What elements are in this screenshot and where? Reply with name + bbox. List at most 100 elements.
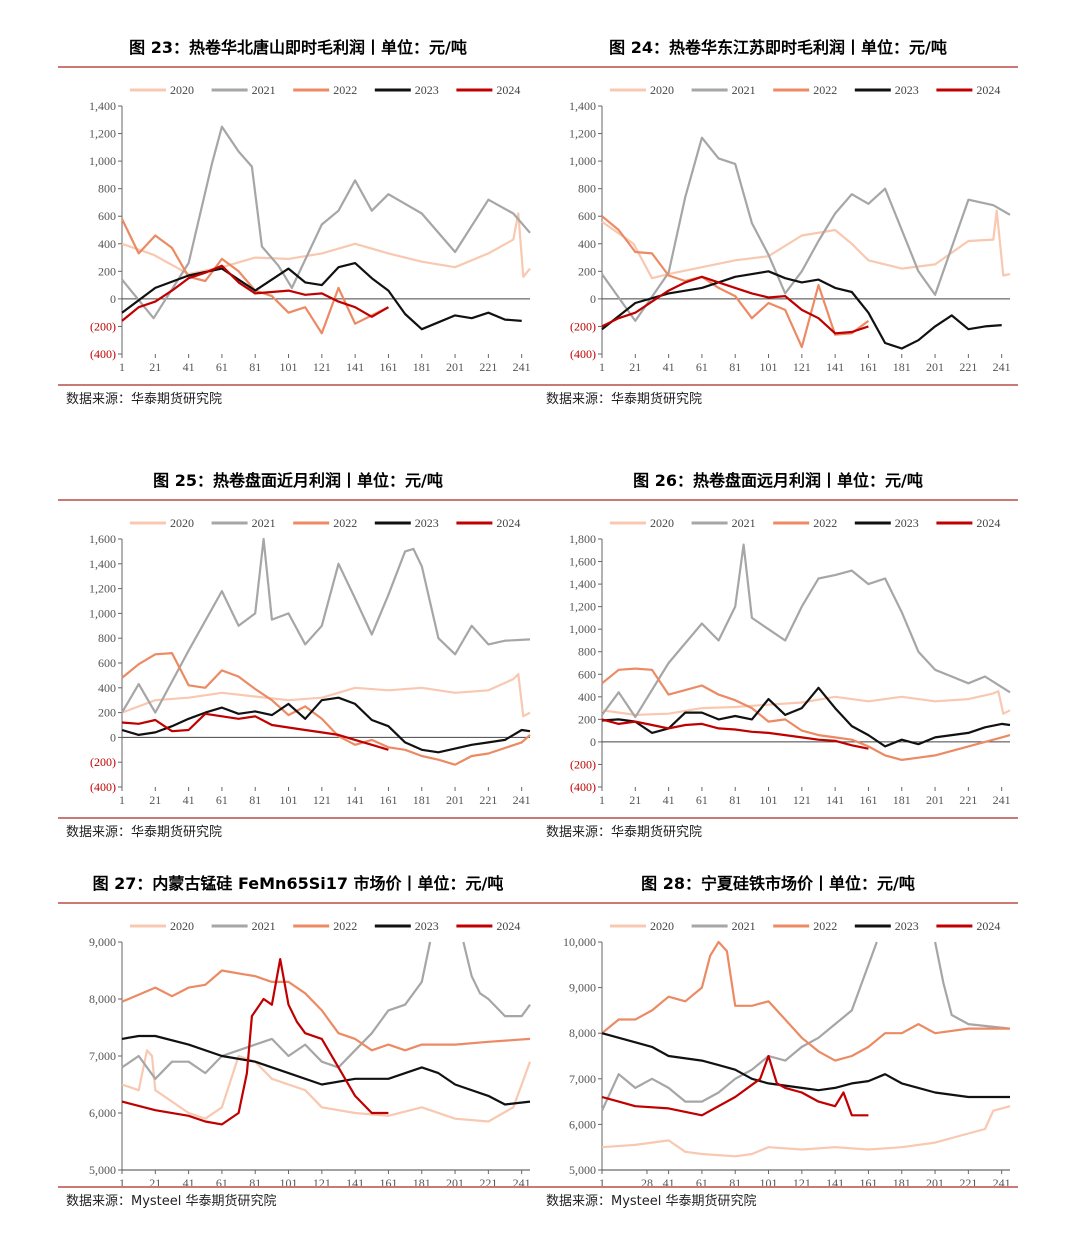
legend-label-2023: 2023 <box>415 83 439 97</box>
x-tick-label: 181 <box>413 360 431 374</box>
title-rule <box>538 902 1018 904</box>
x-tick-label: 61 <box>696 793 708 807</box>
y-tick-label: 0 <box>590 292 596 306</box>
y-tick-label: 1,200 <box>89 582 116 596</box>
figure-title: 图 26：热卷盘面远月利润丨单位：元/吨 <box>633 471 923 490</box>
y-tick-label: (200) <box>90 319 116 333</box>
series-line-2022 <box>121 969 531 1052</box>
y-tick-label: 1,400 <box>89 99 116 113</box>
y-tick-label: 400 <box>578 690 596 704</box>
x-tick-label: 101 <box>280 360 298 374</box>
chart-fig27: 2020 2021 2022 2023 2024 9,000 8,000 7,000 6,000… <box>89 919 532 1190</box>
x-tick-label: 121 <box>313 793 331 807</box>
y-tick-label: 7,000 <box>89 1049 116 1063</box>
x-tick-label: 41 <box>663 360 675 374</box>
series-line-2024 <box>601 275 869 335</box>
source-note: 数据来源：华泰期货研究院 <box>66 825 223 840</box>
panel-fig24: 图 24：热卷华东江苏即时毛利润丨单位：元/吨 2020 2021 2022 2023… <box>538 0 1018 420</box>
series-line-2020 <box>601 1105 1011 1158</box>
y-tick-label: 0 <box>590 735 596 749</box>
x-tick-label: 121 <box>793 360 811 374</box>
x-tick-label: 141 <box>346 360 364 374</box>
x-tick-label: 161 <box>859 793 877 807</box>
figure-title: 图 23：热卷华北唐山即时毛利润丨单位：元/吨 <box>129 38 467 57</box>
legend-label-2020: 2020 <box>170 83 194 97</box>
y-tick-label: 1,200 <box>569 127 596 141</box>
legend-label-2022: 2022 <box>333 919 357 933</box>
y-tick-label: 1,400 <box>569 577 596 591</box>
x-tick-label: 101 <box>760 360 778 374</box>
x-tick-label: 21 <box>629 360 641 374</box>
x-tick-label: 41 <box>183 793 195 807</box>
legend-label-2021: 2021 <box>252 83 276 97</box>
x-tick-label: 141 <box>826 793 844 807</box>
x-tick-label: 21 <box>149 793 161 807</box>
source-rule <box>538 817 1018 819</box>
x-tick-label: 1 <box>119 1176 125 1190</box>
source-note: 数据来源：Mysteel 华泰期货研究院 <box>546 1194 757 1209</box>
y-tick-label: 0 <box>110 292 116 306</box>
y-tick-label: 200 <box>98 706 116 720</box>
y-tick-label: 5,000 <box>89 1163 116 1177</box>
x-tick-label: 141 <box>826 360 844 374</box>
panel-fig25: 图 25：热卷盘面近月利润丨单位：元/吨 2020 2021 2022 2023 202… <box>58 433 538 853</box>
x-tick-label: 181 <box>893 360 911 374</box>
legend-label-2024: 2024 <box>976 83 1000 97</box>
legend-label-2023: 2023 <box>895 83 919 97</box>
series-line-2024 <box>601 1054 869 1117</box>
x-tick-label: 221 <box>479 793 497 807</box>
legend-label-2020: 2020 <box>170 919 194 933</box>
y-tick-label: 800 <box>578 645 596 659</box>
y-tick-label: 200 <box>578 712 596 726</box>
x-tick-label: 221 <box>959 793 977 807</box>
x-tick-label: 241 <box>993 793 1011 807</box>
y-tick-label: 200 <box>98 264 116 278</box>
series-line-2020 <box>121 1049 532 1123</box>
series-line-2021 <box>121 537 531 714</box>
y-tick-label: 8,000 <box>89 992 116 1006</box>
y-tick-label: 800 <box>578 182 596 196</box>
source-note: 数据来源：华泰期货研究院 <box>546 825 703 840</box>
series-line-2021 <box>600 941 878 1112</box>
x-tick-label: 201 <box>446 360 464 374</box>
x-tick-label: 81 <box>729 360 741 374</box>
panel-fig28: 图 28：宁夏硅铁市场价丨单位：元/吨 2020 2021 2022 2023 2024… <box>538 836 1018 1236</box>
series-line-2024 <box>121 958 389 1126</box>
y-tick-label: 1,600 <box>89 532 116 546</box>
figure-title: 图 27：内蒙古锰硅 FeMn65Si17 市场价丨单位：元/吨 <box>92 874 504 893</box>
y-tick-label: 200 <box>578 264 596 278</box>
y-tick-label: 1,400 <box>89 557 116 571</box>
legend-label-2021: 2021 <box>252 516 276 530</box>
y-tick-label: (400) <box>90 347 116 361</box>
series-line-2020 <box>121 673 531 718</box>
series-line-2022 <box>121 652 531 766</box>
x-tick-label: 121 <box>313 360 331 374</box>
title-rule <box>58 499 538 501</box>
x-tick-label: 161 <box>379 360 397 374</box>
series-line-2021 <box>121 125 531 320</box>
x-tick-label: 41 <box>663 793 675 807</box>
y-tick-label: 1,200 <box>569 600 596 614</box>
series-line-2020 <box>601 690 1011 716</box>
series-line-2023 <box>601 686 1011 748</box>
y-tick-label: (200) <box>570 757 596 771</box>
x-tick-label: 1 <box>119 360 125 374</box>
legend-label-2024: 2024 <box>496 516 520 530</box>
legend-label-2021: 2021 <box>252 919 276 933</box>
legend-label-2020: 2020 <box>170 516 194 530</box>
legend-label-2024: 2024 <box>496 919 520 933</box>
series-line-2022 <box>121 218 389 335</box>
legend: 2020 2021 2022 2023 2024 <box>130 83 520 97</box>
x-tick-label: 201 <box>446 793 464 807</box>
panel-fig23: 图 23：热卷华北唐山即时毛利润丨单位：元/吨 2020 2021 2022 2023… <box>58 0 538 420</box>
x-tick-label: 141 <box>346 793 364 807</box>
source-rule <box>58 384 538 386</box>
x-tick-label: 161 <box>379 793 397 807</box>
title-rule <box>538 499 1018 501</box>
legend-label-2021: 2021 <box>732 516 756 530</box>
series-line-2020 <box>121 212 531 278</box>
y-tick-label: 400 <box>578 237 596 251</box>
y-tick-label: 1,000 <box>569 154 596 168</box>
y-tick-label: (400) <box>570 780 596 794</box>
x-tick-label: 221 <box>479 360 497 374</box>
